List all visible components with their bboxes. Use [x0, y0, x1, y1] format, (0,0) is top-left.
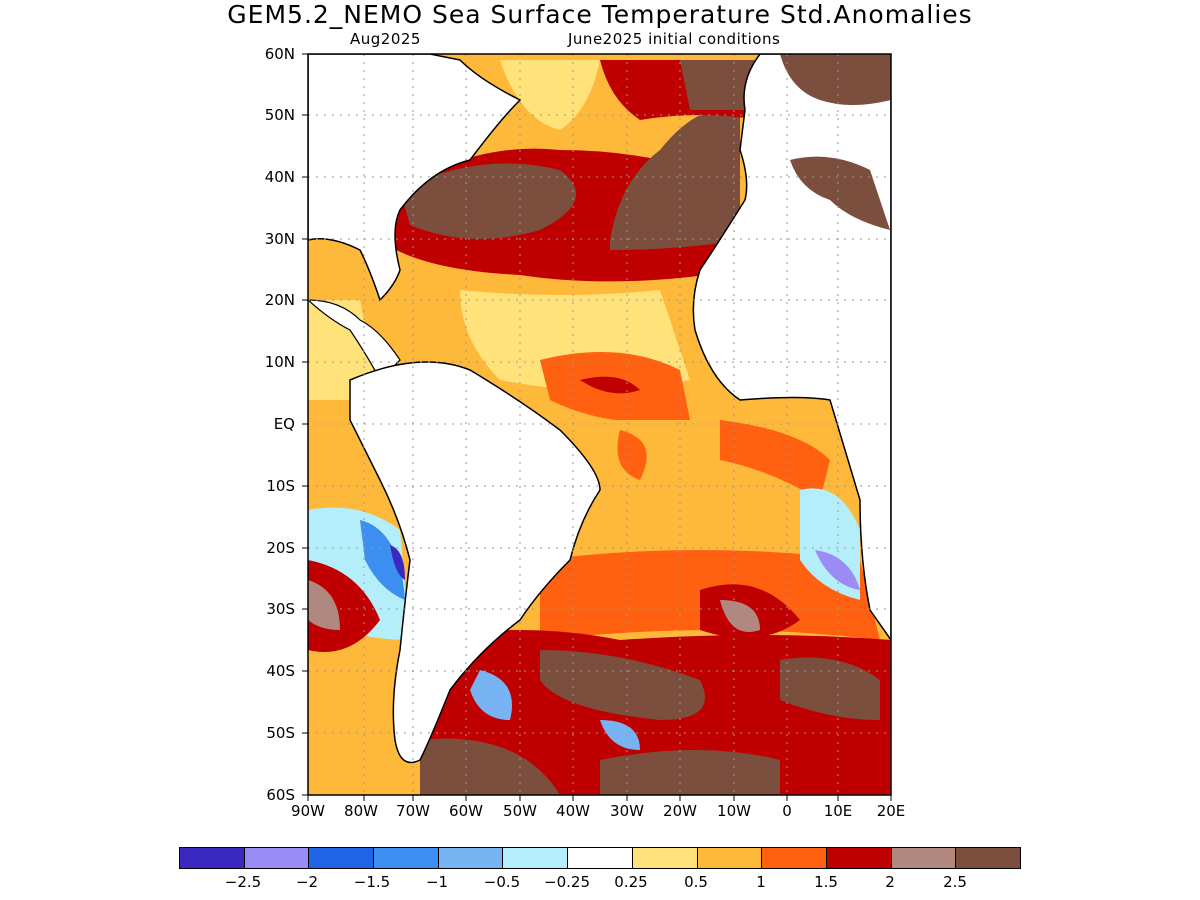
colorbar-swatch: [762, 848, 827, 868]
lon-label: 10W: [717, 802, 751, 820]
colorbar-swatch: [309, 848, 375, 868]
lon-label: 0: [782, 802, 792, 820]
lon-label: 50W: [503, 802, 537, 820]
lat-label: 40S: [266, 662, 295, 680]
lat-label: 20N: [264, 291, 295, 309]
lon-label: 20W: [663, 802, 697, 820]
colorbar-swatch: [503, 848, 569, 868]
colorbar-label: 0.5: [684, 873, 708, 891]
lat-label: 30S: [266, 600, 295, 618]
axis-ticks: [302, 53, 892, 801]
colorbar-label: 2: [885, 873, 895, 891]
lon-label: 40W: [556, 802, 590, 820]
chart-title: GEM5.2_NEMO Sea Surface Temperature Std.…: [227, 0, 973, 29]
sst-field: [308, 54, 891, 795]
colorbar-label: −2.5: [224, 873, 262, 891]
colorbar-swatch: [891, 848, 957, 868]
lat-label: 30N: [264, 230, 295, 248]
colorbar-swatch: [568, 848, 633, 868]
colorbar-label: 1: [756, 873, 766, 891]
colorbar-swatch: [244, 848, 310, 868]
colorbar-label: −1.5: [353, 873, 391, 891]
lon-label: 60W: [449, 802, 483, 820]
init-conditions-label: June2025 initial conditions: [568, 30, 781, 48]
lon-label: 80W: [344, 802, 378, 820]
colorbar-label: −1: [425, 873, 449, 891]
graticule: [308, 54, 891, 795]
lon-label: 20E: [876, 802, 906, 820]
lat-label: 50S: [266, 724, 295, 742]
colorbar-swatch: [956, 848, 1020, 868]
lat-label: 50N: [264, 106, 295, 124]
colorbar-swatch: [697, 848, 763, 868]
colorbar-label: −2: [295, 873, 319, 891]
colorbar-label: −0.25: [544, 873, 590, 891]
colorbar-swatch: [826, 848, 892, 868]
lat-label: 10S: [266, 477, 295, 495]
colorbar-swatch: [438, 848, 504, 868]
lon-label: 90W: [291, 802, 325, 820]
colorbar-swatch: [374, 848, 439, 868]
lat-label: 40N: [264, 168, 295, 186]
colorbar-swatch: [632, 848, 698, 868]
lat-label: EQ: [273, 415, 295, 433]
lon-label: 70W: [396, 802, 430, 820]
lat-label: 20S: [266, 539, 295, 557]
colorbar-label: 2.5: [943, 873, 967, 891]
lat-label: 60S: [266, 786, 295, 804]
colorbar-label: 0.25: [614, 873, 648, 891]
colorbar-swatch: [180, 848, 245, 868]
colorbar: [179, 847, 1021, 869]
colorbar-label: −0.5: [483, 873, 521, 891]
lat-label: 10N: [264, 353, 295, 371]
colorbar-label: 1.5: [814, 873, 838, 891]
lat-label: 60N: [264, 45, 295, 63]
lon-label: 30W: [610, 802, 644, 820]
valid-month-label: Aug2025: [350, 30, 421, 48]
lon-label: 10E: [823, 802, 853, 820]
